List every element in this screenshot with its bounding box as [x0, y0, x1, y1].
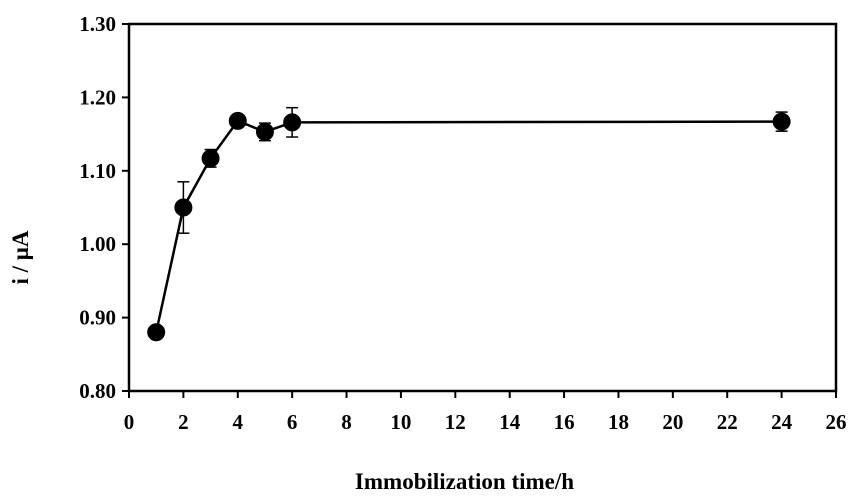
plot-frame	[127, 22, 838, 393]
x-tick-label: 24	[771, 410, 793, 434]
x-tick-label: 6	[287, 410, 298, 434]
x-tick-label: 22	[717, 410, 738, 434]
y-axis: 0.80 0.90 1.00 1.10 1.20 1.30	[79, 12, 129, 403]
series-group	[147, 106, 791, 342]
x-tick-label: 16	[554, 410, 575, 434]
series-line	[154, 119, 782, 333]
data-point	[201, 149, 220, 168]
plot-frame-group	[127, 22, 838, 393]
x-tick-label: 12	[445, 410, 466, 434]
y-tick-label: 1.10	[79, 159, 116, 183]
x-tick-label: 10	[390, 410, 411, 434]
y-tick-label: 0.80	[79, 379, 116, 403]
data-point	[772, 112, 791, 131]
x-tick-label: 8	[341, 410, 352, 434]
y-tick-label: 1.00	[79, 232, 116, 256]
data-point	[283, 113, 302, 132]
data-point	[255, 122, 274, 141]
x-tick-label: 2	[178, 410, 189, 434]
data-point	[147, 323, 166, 342]
x-tick-label: 26	[826, 410, 847, 434]
y-tick-label: 1.30	[79, 12, 116, 36]
y-tick-label: 1.20	[79, 85, 116, 109]
x-tick-label: 20	[662, 410, 683, 434]
data-point	[174, 198, 193, 217]
x-tick-label: 0	[124, 410, 135, 434]
x-tick-label: 18	[608, 410, 629, 434]
x-tick-label: 14	[499, 410, 521, 434]
x-axis: 0 2 4 6 8 10 12 14 16 18 20 22 24 26	[124, 391, 847, 434]
x-tick-label: 4	[233, 410, 244, 434]
x-axis-title: Immobilization time/h	[355, 469, 574, 494]
y-tick-label: 0.90	[79, 306, 116, 330]
y-axis-title: i / μA	[8, 230, 33, 284]
data-point	[228, 111, 247, 130]
